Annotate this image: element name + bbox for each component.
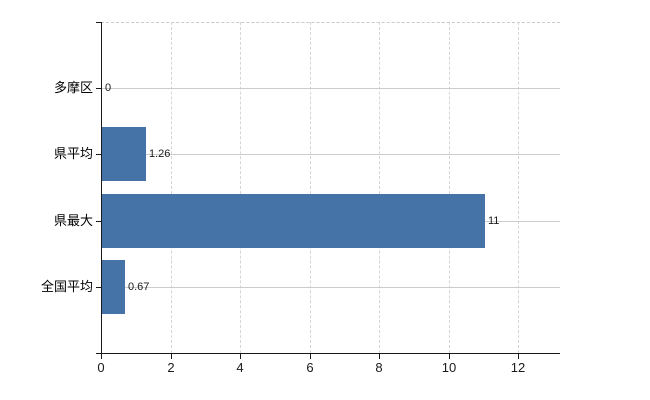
- bar-県最大: [102, 194, 485, 248]
- y-axis-tick: [96, 88, 102, 89]
- value-gridline: [379, 22, 380, 353]
- y-axis-category-label: 県最大: [53, 213, 93, 228]
- value-gridline: [449, 22, 450, 353]
- plot-top-border: [101, 22, 560, 23]
- y-axis-category-label: 全国平均: [40, 279, 93, 294]
- bar-value-label: 0.67: [128, 281, 150, 293]
- x-axis-tick-label: 12: [510, 360, 526, 375]
- y-axis-tick: [96, 287, 102, 288]
- x-axis-tick-label: 0: [97, 360, 105, 375]
- x-axis-tick-label: 2: [167, 360, 175, 375]
- value-gridline: [171, 22, 172, 353]
- y-axis-category-label: 県平均: [53, 146, 93, 161]
- bar-value-label: 1.26: [149, 148, 171, 160]
- bar-value-label: 11: [488, 215, 500, 227]
- x-axis-line: [96, 353, 560, 354]
- bar-全国平均: [102, 260, 125, 314]
- x-axis-tick: [518, 354, 519, 359]
- category-gridline: [102, 287, 560, 288]
- y-axis-line: [101, 22, 102, 354]
- x-axis-tick-label: 8: [375, 360, 383, 375]
- x-axis-tick: [240, 354, 241, 359]
- x-axis-tick: [379, 354, 380, 359]
- value-gridline: [240, 22, 241, 353]
- x-axis-tick-label: 6: [306, 360, 314, 375]
- y-axis-tick: [96, 154, 102, 155]
- x-axis-tick: [449, 354, 450, 359]
- y-axis-category-label: 多摩区: [53, 80, 93, 95]
- x-axis-tick-label: 10: [441, 360, 457, 375]
- y-axis-tick: [96, 22, 102, 23]
- bar-県平均: [102, 127, 146, 181]
- value-gridline: [518, 22, 519, 353]
- x-axis-tick-label: 4: [236, 360, 244, 375]
- x-axis-tick: [171, 354, 172, 359]
- x-axis-tick: [310, 354, 311, 359]
- y-axis-tick: [96, 221, 102, 222]
- value-gridline: [310, 22, 311, 353]
- x-axis-tick: [101, 354, 102, 359]
- category-gridline: [102, 88, 560, 89]
- category-gridline: [102, 154, 560, 155]
- bar-value-label: 0: [105, 82, 112, 94]
